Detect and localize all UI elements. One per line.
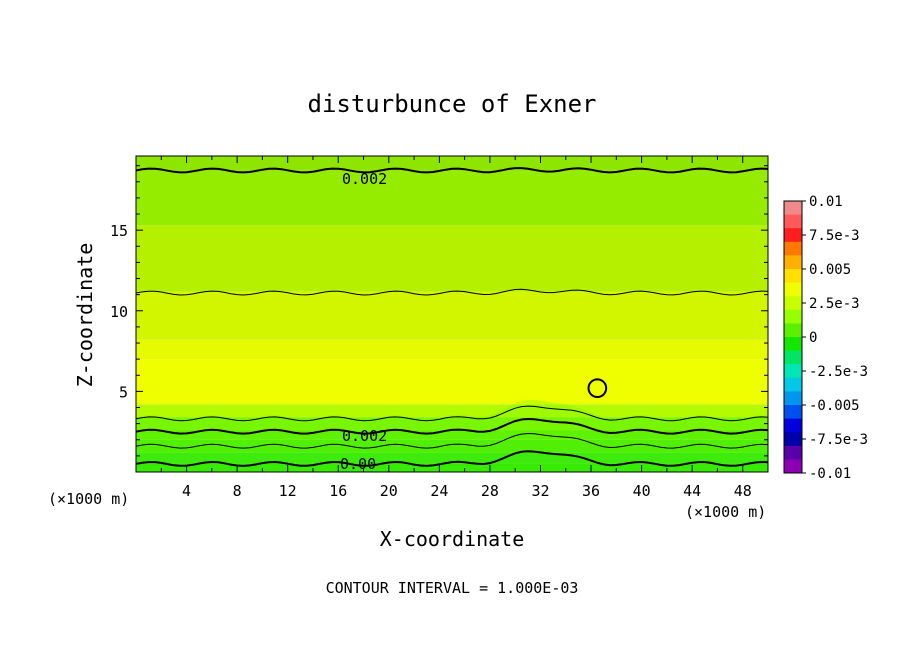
colorbar-swatch-0 <box>784 201 802 216</box>
field-band-9 <box>136 225 768 292</box>
colorbar-label-8: -0.01 <box>809 466 851 482</box>
x-tick-label-44: 44 <box>683 482 701 500</box>
contour-line-1 <box>135 288 769 296</box>
x-tick-label-8: 8 <box>233 482 242 500</box>
colorbar-swatch-10 <box>784 337 802 352</box>
x-tick-label-4: 4 <box>182 482 191 500</box>
colorbar-swatch-9 <box>784 323 802 338</box>
colorbar-swatch-8 <box>784 309 802 324</box>
x-tick-label-24: 24 <box>430 482 448 500</box>
field-band-11 <box>136 156 768 171</box>
colorbar: 0.01 7.5e-3 0.005 2.5e-3 0 -2.5e-3 -0.005 -7.5e… <box>783 194 868 482</box>
chart-title: disturbunce of Exner <box>308 90 597 118</box>
y-axis-label: Z-coordinate <box>73 243 97 388</box>
field-band-10 <box>136 170 768 226</box>
contour-line-2 <box>135 405 769 422</box>
colorbar-swatch-18 <box>784 445 802 460</box>
colorbar-swatch-6 <box>784 282 802 297</box>
colorbar-swatch-13 <box>784 377 802 392</box>
contour-line-4 <box>135 432 769 449</box>
colorbar-swatch-4 <box>784 255 802 270</box>
colorbar-swatch-3 <box>784 241 802 256</box>
contour-label-mid: 0.002 <box>342 427 387 445</box>
colorbar-swatch-15 <box>784 405 802 420</box>
colorbar-label-6: -0.005 <box>809 398 860 414</box>
contour-line-3 <box>135 417 769 435</box>
field-band-2 <box>136 439 768 453</box>
x-tick-label-12: 12 <box>279 482 297 500</box>
contour-label-bottom: 0.00 <box>340 455 376 473</box>
x-tick-label-32: 32 <box>531 482 549 500</box>
colorbar-label-4: 0 <box>809 330 817 346</box>
colorbar-label-7: -7.5e-3 <box>809 432 868 448</box>
colorbar-swatch-2 <box>784 228 802 243</box>
x-axis-unit: (×1000 m) <box>685 503 766 521</box>
anomaly-contour <box>587 378 608 399</box>
contour-interval-footer: CONTOUR INTERVAL = 1.000E-03 <box>326 579 579 597</box>
colorbar-swatch-12 <box>784 364 802 379</box>
y-axis-unit: (×1000 m) <box>48 490 129 508</box>
colorbar-label-1: 7.5e-3 <box>809 228 860 244</box>
colorbar-swatch-11 <box>784 350 802 365</box>
x-tick-label-40: 40 <box>633 482 651 500</box>
field-band-8 <box>136 291 768 340</box>
colorbar-swatch-14 <box>784 391 802 406</box>
field-band-3 <box>136 430 768 440</box>
field-band-5 <box>136 404 768 418</box>
field-band-1 <box>136 452 768 464</box>
plot-frame <box>135 155 769 473</box>
contour-line-5 <box>135 450 769 467</box>
field-band-7 <box>136 339 768 360</box>
x-axis-label: X-coordinate <box>380 527 525 551</box>
colorbar-swatch-17 <box>784 432 802 447</box>
y-tick-label-5: 5 <box>119 383 128 401</box>
colorbar-swatch-16 <box>784 418 802 433</box>
field-band-0 <box>136 463 768 472</box>
x-tick-label-16: 16 <box>329 482 347 500</box>
colorbar-swatch-19 <box>784 459 802 474</box>
field-band-6 <box>136 359 768 405</box>
y-tick-label-15: 15 <box>110 222 128 240</box>
colorbar-label-5: -2.5e-3 <box>809 364 868 380</box>
contour-line-0 <box>135 167 769 174</box>
x-axis-ticks: 4 8 12 16 20 24 28 32 36 40 44 48 <box>160 156 769 500</box>
field-bump-shade <box>136 400 768 472</box>
x-tick-label-20: 20 <box>380 482 398 500</box>
x-tick-label-48: 48 <box>734 482 752 500</box>
x-tick-label-36: 36 <box>582 482 600 500</box>
x-tick-label-28: 28 <box>481 482 499 500</box>
colorbar-swatch-5 <box>784 269 802 284</box>
plot-area <box>135 155 769 473</box>
y-tick-label-10: 10 <box>110 303 128 321</box>
colorbar-label-3: 2.5e-3 <box>809 296 860 312</box>
colorbar-swatch-1 <box>784 214 802 229</box>
colorbar-label-0: 0.01 <box>809 194 843 210</box>
colorbar-swatch-7 <box>784 296 802 311</box>
colorbar-label-2: 0.005 <box>809 262 851 278</box>
contour-label-top: 0.002 <box>342 170 387 188</box>
y-axis-ticks: 5 10 15 <box>110 165 768 457</box>
